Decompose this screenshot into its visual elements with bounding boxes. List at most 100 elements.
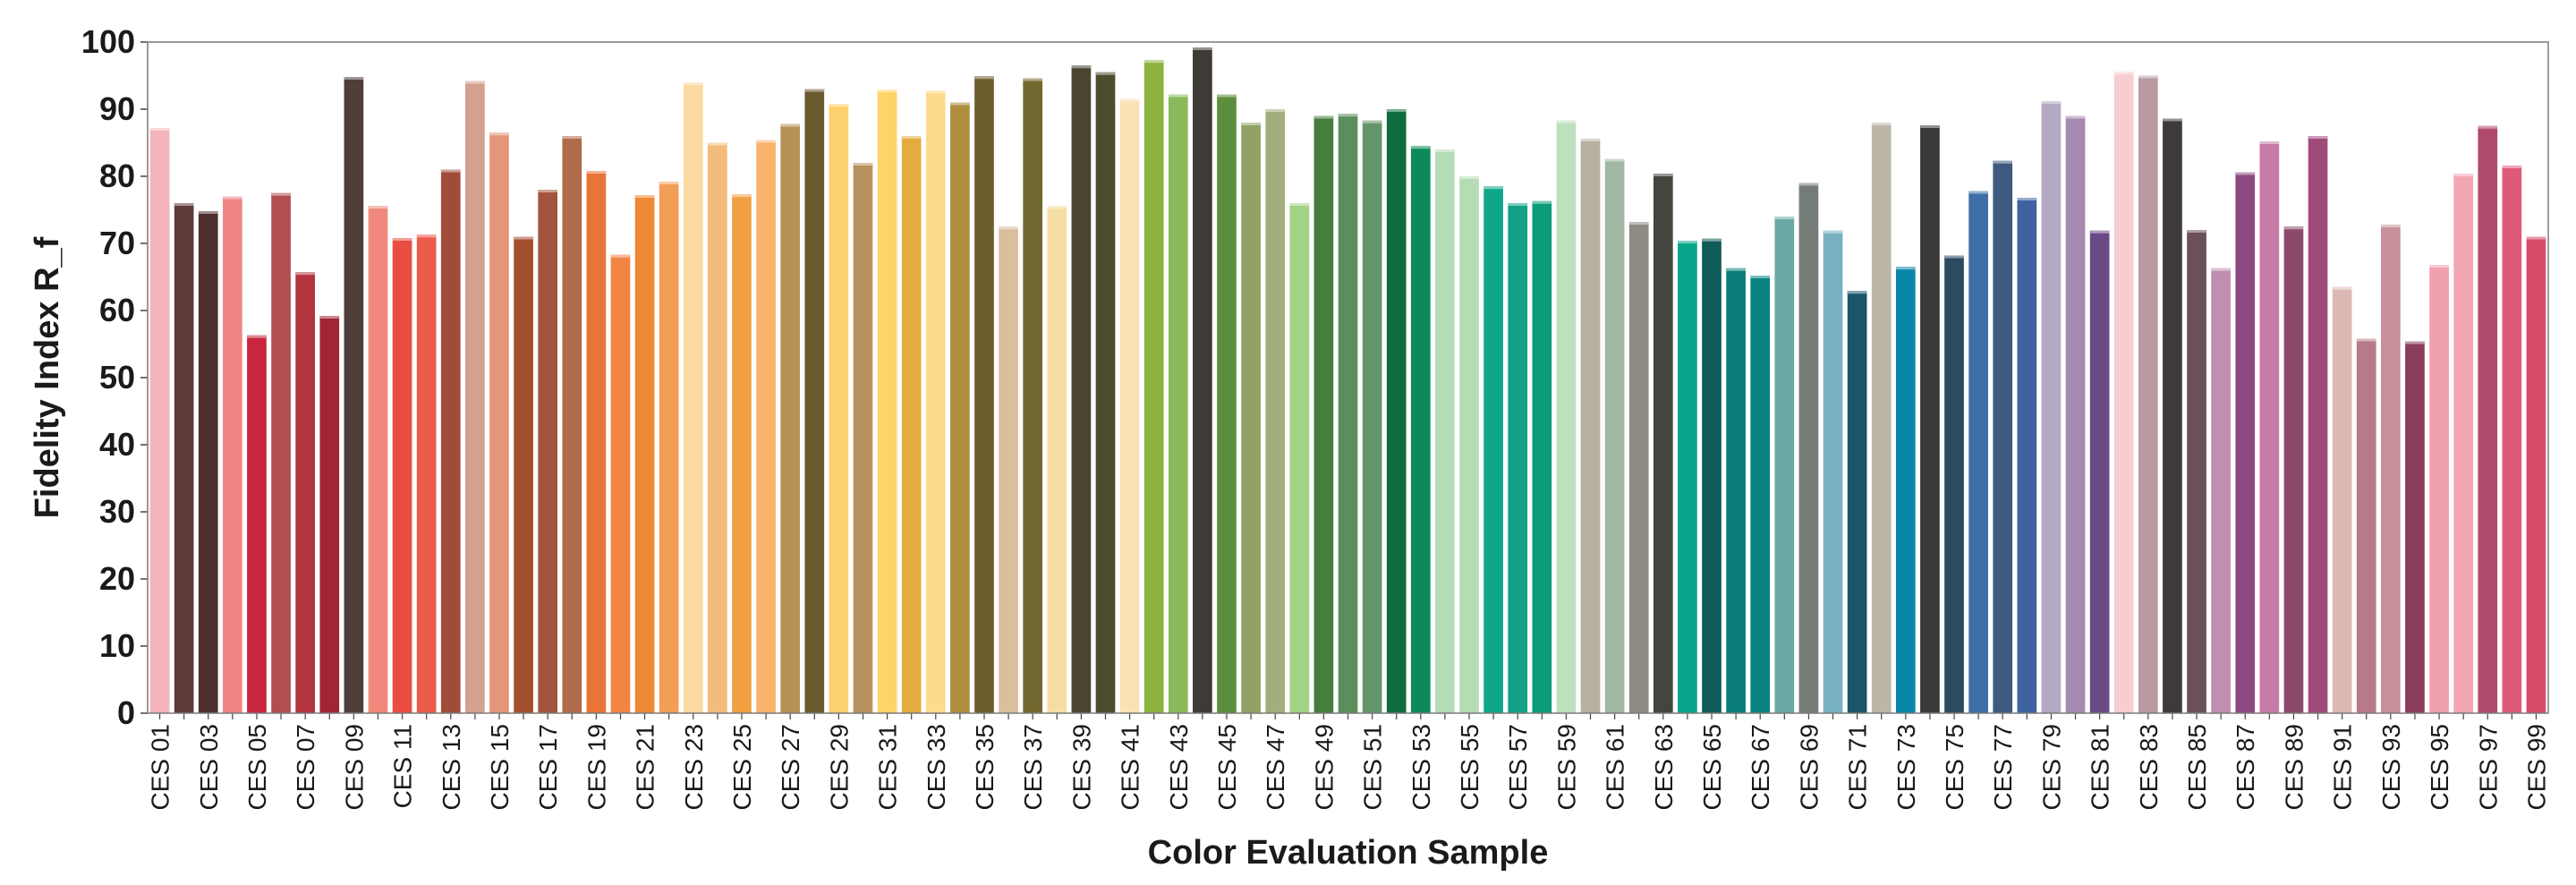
bar-ces-26	[756, 140, 776, 713]
x-tick-label: CES 03	[195, 724, 223, 811]
bar-cap	[2356, 338, 2376, 342]
x-tick-label: CES 63	[1650, 724, 1678, 811]
bar-cap	[1314, 115, 1334, 119]
bar-cap	[2187, 230, 2206, 233]
bar-ces-05	[247, 335, 267, 713]
bar-cap	[271, 192, 291, 196]
bar-ces-75	[1944, 255, 1964, 713]
bar-cap	[974, 76, 994, 80]
x-axis: CES 01 CES 03 CES 05 CES 07 CES 09 CES 11 CES …	[147, 713, 2550, 811]
bar-ces-62	[1628, 222, 1649, 713]
x-tick-label: CES 57	[1504, 724, 1532, 811]
x-tick-label: CES 19	[582, 724, 610, 811]
bar-cap	[1410, 146, 1431, 149]
y-tick-label: 90	[99, 90, 135, 127]
bar-cap	[2017, 198, 2037, 200]
bar-cap	[247, 335, 267, 338]
x-tick-label: CES 69	[1795, 724, 1823, 811]
x-tick-label: CES 31	[874, 724, 902, 811]
bar-cap	[1338, 114, 1358, 117]
y-tick-label: 10	[99, 627, 135, 664]
bar-cap	[1119, 98, 1140, 101]
bar-cap	[1628, 222, 1649, 225]
bar-cap	[1143, 60, 1164, 64]
bar-cap	[2041, 101, 2062, 104]
y-axis-title: Fidelity Index R_f	[29, 236, 66, 518]
bar-ces-91	[2332, 286, 2352, 713]
bar-ces-19	[586, 171, 607, 713]
bar-ces-66	[1726, 268, 1746, 713]
bar-ces-70	[1823, 230, 1843, 713]
bar-ces-68	[1774, 217, 1795, 713]
bar-ces-50	[1338, 114, 1358, 713]
bar-ces-43	[1168, 94, 1188, 713]
bar-ces-17	[538, 190, 558, 713]
bar-cap	[1604, 158, 1625, 162]
bar-ces-45	[1217, 94, 1237, 713]
bar-ces-85	[2187, 230, 2206, 713]
bar-ces-97	[2478, 125, 2498, 713]
bar-ces-37	[1023, 78, 1043, 713]
bar-ces-38	[1047, 206, 1067, 713]
bar-ces-16	[514, 236, 533, 713]
bar-cap	[1023, 78, 1043, 81]
bar-cap	[1993, 160, 2013, 164]
x-tick-label: CES 93	[2377, 724, 2405, 811]
bar-cap	[562, 136, 582, 139]
bar-ces-71	[1847, 291, 1867, 713]
bar-ces-77	[1993, 160, 2013, 713]
bar-cap	[1750, 276, 1771, 278]
x-tick-label: CES 15	[486, 724, 514, 811]
bar-ces-27	[780, 123, 801, 713]
bar-ces-23	[683, 82, 703, 713]
x-tick-label: CES 91	[2329, 724, 2357, 811]
x-tick-label: CES 89	[2280, 724, 2308, 811]
bar-ces-76	[1968, 191, 1988, 713]
x-tick-label: CES 33	[922, 724, 950, 811]
bar-ces-82	[2113, 72, 2134, 713]
y-tick-label: 70	[99, 225, 135, 261]
bar-ces-49	[1314, 115, 1334, 713]
bar-cap	[1847, 291, 1867, 294]
bar-ces-98	[2502, 166, 2522, 713]
bar-ces-51	[1362, 120, 1382, 713]
bar-cap	[2332, 286, 2352, 290]
bar-ces-83	[2138, 75, 2158, 713]
bar-cap	[999, 226, 1018, 230]
bar-cap	[2089, 230, 2110, 234]
bar-cap	[732, 194, 752, 198]
x-tick-label: CES 87	[2232, 724, 2259, 811]
bar-cap	[174, 203, 194, 206]
bar-cap	[756, 140, 776, 143]
bar-ces-01	[149, 128, 170, 713]
bar-cap	[538, 190, 558, 192]
x-tick-label: CES 25	[728, 724, 756, 811]
bar-ces-40	[1095, 72, 1116, 713]
x-tick-label: CES 35	[971, 724, 999, 811]
x-tick-label: CES 51	[1359, 724, 1387, 811]
bar-cap	[1944, 255, 1964, 259]
bar-cap	[708, 142, 727, 146]
bar-ces-28	[804, 89, 825, 713]
x-tick-label: CES 09	[340, 724, 368, 811]
x-tick-label: CES 71	[1844, 724, 1872, 811]
bar-cap	[2163, 118, 2182, 122]
x-tick-label: CES 47	[1262, 724, 1289, 811]
bar-ces-41	[1119, 98, 1140, 713]
bar-cap	[1071, 65, 1092, 69]
bar-cap	[1726, 268, 1746, 271]
x-tick-label: CES 61	[1602, 724, 1629, 811]
bar-ces-57	[1508, 203, 1528, 713]
x-tick-label: CES 21	[632, 724, 659, 811]
bar-ces-03	[198, 211, 218, 713]
bar-cap	[1653, 174, 1673, 176]
bar-cap	[2381, 225, 2401, 227]
bar-cap	[877, 89, 897, 93]
bar-cap	[2308, 136, 2328, 139]
bar-ces-81	[2089, 230, 2110, 713]
x-tick-label: CES 17	[534, 724, 562, 811]
bar-ces-65	[1702, 238, 1722, 713]
x-tick-label: CES 45	[1213, 724, 1241, 811]
bar-cap	[2138, 75, 2158, 79]
y-tick-label: 100	[81, 23, 135, 60]
